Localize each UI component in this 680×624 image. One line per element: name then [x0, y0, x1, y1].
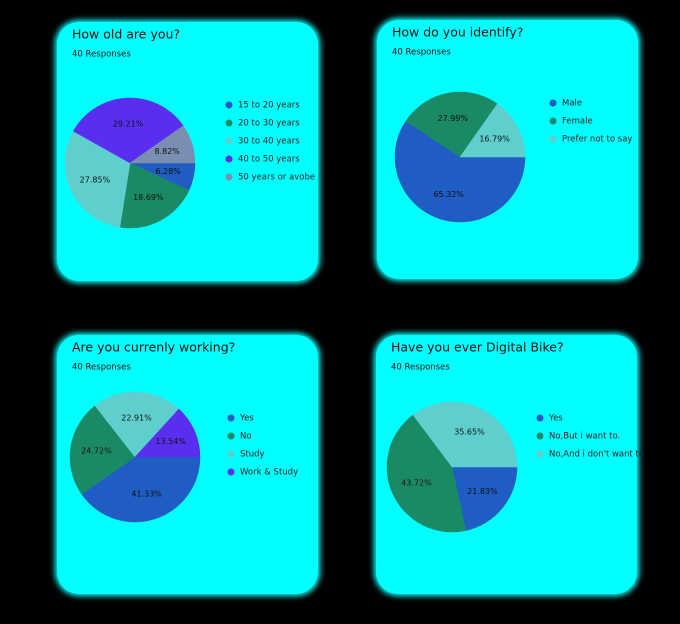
pie-slice	[119, 162, 190, 229]
legend-marker	[549, 117, 557, 125]
chart-title: Have you ever Digital Bike?	[391, 340, 564, 355]
legend-marker	[227, 450, 235, 458]
chart-subtitle: 40 Responses	[72, 50, 131, 60]
chart-title: Are you currenly working?	[72, 340, 235, 355]
legend-label: No,But i want to.	[549, 432, 620, 442]
legend-marker	[225, 119, 233, 127]
data-label: 18.69%	[133, 193, 164, 202]
pie-slice	[386, 414, 467, 533]
data-label: 41.33%	[131, 490, 162, 499]
data-label: 13.54%	[155, 437, 186, 446]
legend-label: Work & Study	[240, 468, 298, 478]
chart-subtitle: 40 Responses	[391, 363, 450, 373]
pie-slice	[64, 130, 131, 228]
legend-label: No,And i don't want to	[549, 450, 644, 460]
pie-slice	[134, 408, 201, 458]
data-label: 29.21%	[113, 120, 144, 129]
data-label: 43.72%	[401, 479, 432, 488]
legend-label: 15 to 20 years	[238, 101, 300, 111]
legend-marker	[227, 432, 235, 440]
data-label: 27.85%	[80, 176, 111, 185]
pie-slice	[451, 466, 518, 531]
data-label: 27.99%	[438, 114, 469, 123]
data-label: 22.91%	[121, 414, 152, 423]
legend-label: No	[240, 432, 252, 442]
data-label: 8.82%	[154, 147, 180, 156]
legend-marker	[225, 173, 233, 181]
legend-label: Female	[562, 117, 593, 127]
pie-slice	[394, 120, 526, 223]
legend-label: 50 years or avobe	[238, 173, 315, 183]
data-label: 65.32%	[433, 190, 464, 199]
legend-label: Yes	[239, 414, 254, 424]
pie-slice	[129, 125, 196, 164]
legend-label: Study	[240, 450, 265, 460]
legend-marker	[536, 414, 544, 422]
chart-subtitle: 40 Responses	[72, 363, 131, 373]
data-label: 6.28%	[155, 167, 181, 176]
legend-marker	[536, 432, 544, 440]
data-label: 21.83%	[467, 487, 498, 496]
pie-slice	[459, 103, 526, 158]
legend-marker	[549, 99, 557, 107]
pie-slice	[405, 91, 498, 158]
chart-subtitle: 40 Responses	[392, 48, 451, 58]
chart-title: How do you identify?	[392, 25, 523, 40]
chart-title: How old are you?	[72, 27, 180, 42]
legend-marker	[549, 135, 557, 143]
legend-label: 40 to 50 years	[238, 155, 300, 165]
legend-marker	[536, 450, 544, 458]
data-label: 24.72%	[81, 447, 112, 456]
legend-label: 20 to 30 years	[238, 119, 300, 129]
pie-slice	[81, 456, 201, 523]
pie-slice	[412, 401, 518, 468]
data-label: 35.65%	[454, 428, 485, 437]
legend-marker	[225, 137, 233, 145]
legend-label: Prefer not to say	[562, 135, 632, 145]
legend-label: Yes	[548, 414, 563, 424]
pie-slice	[69, 405, 136, 495]
legend-label: Male	[562, 99, 582, 109]
data-label: 16.79%	[479, 135, 510, 144]
legend-label: 30 to 40 years	[238, 137, 300, 147]
pie-slice	[94, 391, 180, 458]
legend-marker	[227, 468, 235, 476]
legend-marker	[225, 155, 233, 163]
legend-marker	[227, 414, 235, 422]
pie-slice	[72, 97, 184, 164]
legend-marker	[225, 101, 233, 109]
